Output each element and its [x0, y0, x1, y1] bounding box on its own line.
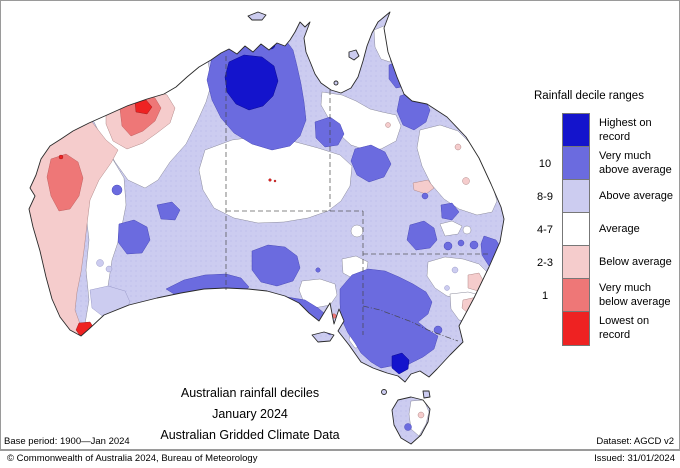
legend-item-average: 4-7 Average: [528, 211, 678, 247]
legend-range-label: 8-9: [537, 190, 553, 203]
legend-item-below-average: 2-3 Below average: [528, 244, 678, 280]
map-subtitle-date: January 2024: [212, 407, 288, 421]
legend-range-label: 2-3: [537, 256, 553, 269]
legend-item-very-much-above: 10 Very much above average: [528, 145, 678, 181]
legend-swatch: [562, 310, 590, 346]
legend-title: Rainfall decile ranges: [534, 90, 644, 102]
decile-regions: [29, 20, 504, 444]
legend: Rainfall decile ranges Highest on record…: [528, 90, 678, 346]
map-subtitle-dataset: Australian Gridded Climate Data: [160, 428, 340, 442]
legend-swatch: [562, 145, 590, 181]
issued-note: Issued: 31/01/2024: [594, 453, 675, 464]
legend-item-label: Very much above average: [599, 150, 672, 176]
legend-item-above-average: 8-9 Above average: [528, 178, 678, 214]
regions-lowest-on-record: [58, 99, 277, 339]
regions-highest-on-record: [224, 40, 410, 375]
coastline: [28, 11, 505, 445]
legend-swatch: [562, 244, 590, 280]
legend-swatch: [562, 277, 590, 313]
legend-item-label: Above average: [599, 189, 673, 202]
legend-swatch: [562, 211, 590, 247]
legend-swatch: [562, 112, 590, 148]
legend-range-label: 1: [541, 289, 549, 302]
legend-item-label: Average: [599, 222, 640, 235]
legend-item-label: Lowest on record: [599, 315, 650, 341]
base-period-note: Base period: 1900—Jan 2024: [4, 436, 130, 447]
legend-swatch: [562, 178, 590, 214]
legend-range-label: 10: [538, 157, 552, 170]
map-titles: Australian rainfall deciles January 2024…: [105, 383, 395, 446]
copyright-note: © Commonwealth of Australia 2024, Bureau…: [7, 453, 258, 464]
legend-item-highest-on-record: Highest on record: [528, 112, 678, 148]
state-borders: [225, 56, 488, 342]
legend-item-label: Very much below average: [599, 282, 671, 308]
legend-item-lowest-on-record: Lowest on record: [528, 310, 678, 346]
dataset-note: Dataset: AGCD v2: [596, 436, 674, 447]
australia-map: [28, 11, 505, 445]
legend-item-very-much-below: 1 Very much below average: [528, 277, 678, 313]
legend-range-label: 4-7: [537, 223, 553, 236]
legend-item-label: Highest on record: [599, 117, 652, 143]
map-title: Australian rainfall deciles: [180, 386, 320, 400]
legend-item-label: Below average: [599, 255, 672, 268]
